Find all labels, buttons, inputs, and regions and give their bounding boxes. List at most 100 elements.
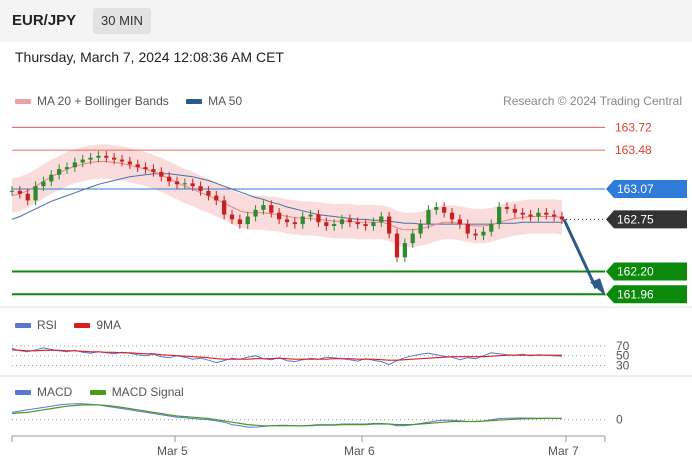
candle	[442, 202, 447, 218]
legend-ma20-label: MA 20 + Bollinger Bands	[37, 94, 169, 108]
candle-body	[300, 216, 305, 225]
candle-body	[167, 176, 172, 182]
legend-rsi-label: RSI	[37, 318, 58, 332]
candle	[143, 162, 148, 174]
candle-body	[253, 209, 258, 217]
candle-body	[347, 219, 352, 223]
candle	[544, 207, 549, 220]
candle	[363, 219, 368, 231]
rsi-swatch	[15, 323, 31, 329]
candle	[182, 178, 187, 189]
candle-body	[536, 212, 541, 217]
candle	[489, 219, 494, 237]
candle	[253, 205, 258, 222]
candle	[559, 211, 565, 225]
level-support-label: 162.20	[617, 265, 654, 279]
ma9-swatch	[74, 323, 91, 329]
ma50-line	[11, 173, 562, 225]
macd-tick-label: 0	[616, 413, 623, 427]
level-pivot-label: 163.07	[617, 182, 654, 196]
candle	[17, 186, 22, 199]
candle-body	[387, 216, 392, 234]
candle	[497, 202, 502, 229]
candle	[520, 207, 525, 220]
candle-body	[229, 214, 235, 220]
candle	[49, 170, 54, 187]
current-price-label: 162.75	[617, 212, 654, 226]
candle-body	[151, 169, 156, 172]
candle-body	[324, 222, 329, 226]
candle-body	[17, 190, 22, 194]
candle	[245, 211, 250, 229]
candle-body	[112, 157, 117, 160]
candle-body	[80, 159, 85, 163]
candle-body	[449, 212, 455, 220]
candle	[57, 164, 62, 180]
chart-timestamp: Thursday, March 7, 2024 12:08:36 AM CET	[15, 49, 284, 65]
level-resistance-label: 163.72	[615, 120, 652, 134]
legend-ma50-label: MA 50	[208, 94, 243, 108]
candle	[292, 217, 297, 229]
macd-signal-line	[11, 404, 562, 427]
candle	[465, 219, 470, 239]
candle	[25, 189, 30, 206]
candle-body	[198, 186, 203, 191]
candle-body	[159, 171, 164, 177]
candle-body	[237, 219, 242, 225]
candle-body	[143, 167, 148, 170]
candle	[308, 209, 313, 222]
macd-signal-swatch	[89, 390, 106, 396]
rsi-tick-label: 50	[616, 349, 630, 363]
candle	[206, 186, 211, 201]
macd-line	[11, 403, 563, 428]
level-support-tag	[606, 262, 687, 281]
candle	[112, 152, 117, 165]
candle	[174, 176, 180, 189]
candle-body	[394, 233, 400, 258]
candle	[222, 195, 227, 220]
candle	[33, 181, 38, 206]
candle-body	[119, 159, 125, 162]
legend-macd-label: MACD	[37, 385, 73, 399]
candle	[552, 209, 557, 222]
candle	[261, 200, 266, 215]
candle-body	[442, 207, 447, 213]
candle-body	[520, 212, 525, 215]
candle-body	[64, 167, 70, 170]
rsi-ma9-line	[11, 349, 562, 361]
candle-body	[552, 214, 557, 217]
interval-badge[interactable]: 30 MIN	[93, 8, 151, 34]
legend-ma50: MA 50	[186, 94, 242, 108]
candle-body	[222, 200, 227, 215]
level-pivot-tag	[606, 180, 687, 198]
candle	[72, 157, 77, 172]
forecast-arrow-shaft	[562, 218, 598, 289]
candle-body	[261, 205, 266, 210]
candle	[167, 171, 172, 187]
candle	[119, 154, 125, 167]
candle-body	[135, 164, 140, 168]
symbol-label: EUR/JPY	[12, 12, 77, 29]
candle-body	[72, 162, 77, 168]
candle-body	[96, 155, 101, 158]
candle	[88, 152, 93, 165]
candle	[512, 204, 517, 218]
candle-body	[308, 214, 313, 217]
candle	[277, 207, 282, 225]
candle	[135, 159, 140, 172]
candle	[229, 209, 235, 225]
candle	[284, 214, 290, 227]
candle	[347, 214, 352, 227]
bollinger-band	[12, 144, 562, 247]
candle-body	[214, 195, 219, 201]
candle-body	[316, 214, 321, 223]
candle	[379, 211, 384, 227]
candle-body	[339, 219, 345, 225]
candle-body	[504, 207, 510, 209]
candle	[449, 207, 455, 225]
level-resistance-label: 163.48	[615, 143, 652, 157]
x-tick-label: Mar 7	[548, 444, 579, 458]
candle	[394, 228, 400, 263]
legend-macd-signal-label: MACD Signal	[111, 385, 184, 399]
